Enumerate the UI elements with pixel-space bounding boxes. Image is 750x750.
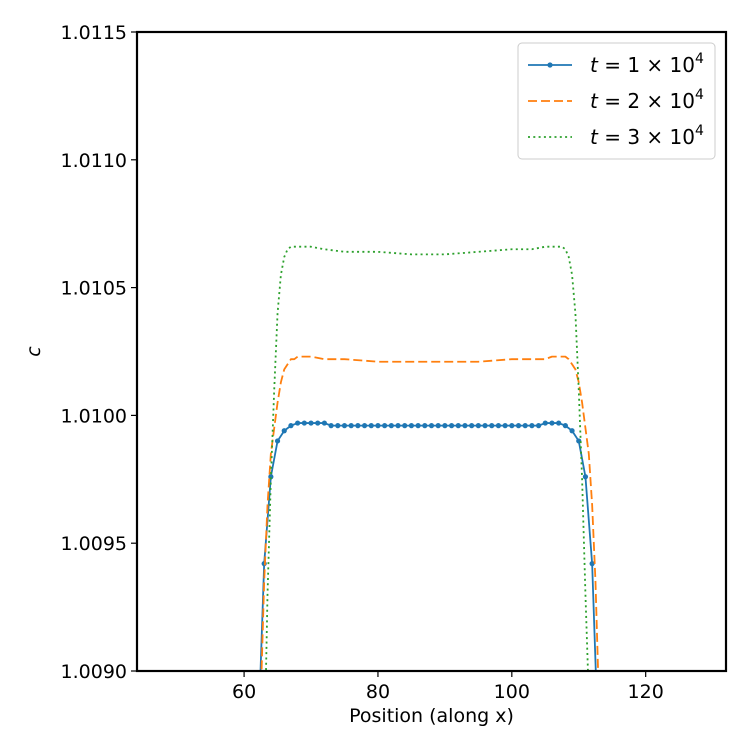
legend-label: t = 1 × 104: [590, 51, 704, 77]
data-point: [402, 423, 408, 429]
legend-entry: t = 1 × 104: [528, 51, 704, 77]
data-point: [288, 423, 294, 429]
data-point: [469, 423, 475, 429]
data-point: [435, 423, 441, 429]
x-tick-label: 60: [232, 681, 256, 703]
data-point: [415, 423, 421, 429]
data-point: [382, 423, 388, 429]
data-point: [522, 423, 528, 429]
data-point: [355, 423, 361, 429]
legend-label: t = 2 × 104: [590, 87, 704, 113]
data-point: [475, 423, 481, 429]
x-axis-ticks: 60 80 100 120: [232, 671, 664, 703]
data-point: [529, 423, 535, 429]
legend-box: [517, 42, 716, 160]
data-point: [388, 423, 394, 429]
data-point: [549, 420, 555, 426]
data-point: [502, 423, 508, 429]
data-point: [321, 420, 328, 426]
data-point: [515, 423, 522, 429]
data-point: [509, 423, 515, 429]
data-point: [582, 474, 589, 480]
data-point: [442, 423, 448, 429]
data-point: [274, 438, 281, 444]
data-point: [395, 423, 401, 429]
y-tick-label: 1.0090: [61, 661, 127, 683]
series-line: [260, 355, 599, 671]
x-tick-label: 100: [494, 681, 530, 703]
y-tick-label: 1.0110: [61, 150, 127, 172]
data-point: [428, 423, 435, 429]
data-point: [375, 423, 381, 429]
y-tick-label: 1.0105: [61, 278, 127, 300]
data-point: [482, 423, 488, 429]
data-point: [315, 420, 321, 426]
legend-label: t = 3 × 104: [590, 123, 704, 149]
data-point: [281, 428, 287, 434]
plot-frame: [135, 30, 728, 673]
data-point: [348, 423, 354, 429]
x-axis-label: Position (along x): [349, 705, 514, 727]
data-point: [556, 420, 562, 426]
y-tick-label: 1.0100: [61, 405, 127, 427]
data-point: [295, 420, 301, 426]
data-point: [368, 423, 374, 429]
series-3: [265, 245, 589, 671]
data-point: [422, 423, 428, 429]
data-point: [562, 423, 568, 429]
data-point: [408, 423, 415, 429]
y-axis-label: c: [23, 346, 45, 357]
data-point: [308, 420, 314, 426]
y-tick-label: 1.0095: [61, 533, 127, 555]
series-2: [260, 355, 599, 671]
data-point: [569, 428, 575, 434]
data-point: [361, 423, 368, 429]
legend-marker: [547, 62, 553, 68]
data-point: [448, 423, 455, 429]
data-point: [268, 474, 274, 480]
y-tick-label: 1.0115: [61, 22, 127, 44]
data-point: [335, 423, 341, 429]
data-point: [462, 423, 468, 429]
series-layer: [259, 245, 599, 671]
data-point: [535, 423, 542, 429]
x-tick-label: 120: [628, 681, 664, 703]
data-point: [455, 423, 461, 429]
legend-entry: t = 2 × 104: [528, 87, 704, 113]
legend: t = 1 × 104 t = 2 × 104 t = 3 × 104: [517, 42, 716, 160]
series-line: [265, 245, 589, 671]
data-point: [301, 420, 307, 426]
data-point: [341, 423, 348, 429]
data-point: [495, 423, 502, 429]
data-point: [328, 423, 334, 429]
data-point: [542, 420, 548, 426]
series-1: [259, 420, 597, 671]
data-point: [589, 561, 595, 567]
y-axis-ticks: 1.0090 1.0095 1.0100 1.0105 1.0110 1.0115: [61, 22, 137, 683]
data-point: [489, 423, 495, 429]
x-tick-label: 80: [366, 681, 390, 703]
legend-entry: t = 3 × 104: [528, 123, 704, 149]
